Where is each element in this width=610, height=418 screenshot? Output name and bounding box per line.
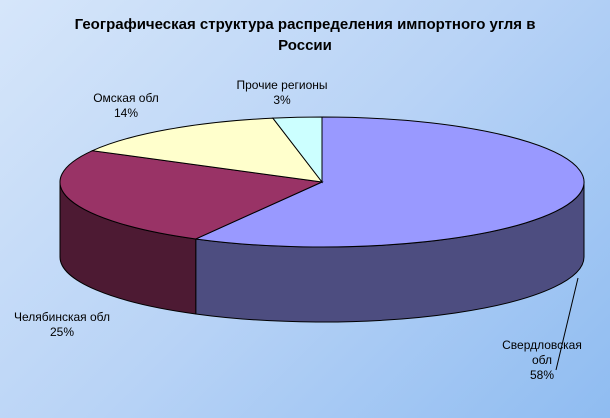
slice bbox=[271, 116, 323, 184]
slice-label: Прочие регионы 3% bbox=[222, 78, 342, 108]
slice-label: Свердловская обл 58% bbox=[492, 338, 592, 383]
slice-name: Омская обл bbox=[93, 91, 159, 105]
slice bbox=[90, 117, 324, 183]
slice-name: Прочие регионы bbox=[236, 78, 328, 92]
slice-value: 25% bbox=[49, 325, 75, 339]
slice-value: 3% bbox=[273, 93, 291, 107]
leader-line bbox=[555, 277, 579, 371]
chart-title: Географическая структура распределения и… bbox=[74, 16, 536, 54]
slice-value: 14% bbox=[113, 106, 139, 120]
slice bbox=[193, 116, 585, 248]
slice-label: Омская обл 14% bbox=[70, 91, 182, 121]
slice-value: 58% bbox=[529, 368, 555, 382]
slice-name: Челябинская обл bbox=[13, 310, 110, 324]
slice-label: Челябинская обл 25% bbox=[0, 310, 124, 340]
slice bbox=[59, 150, 324, 240]
slice-name: Свердловская обл bbox=[502, 338, 582, 367]
